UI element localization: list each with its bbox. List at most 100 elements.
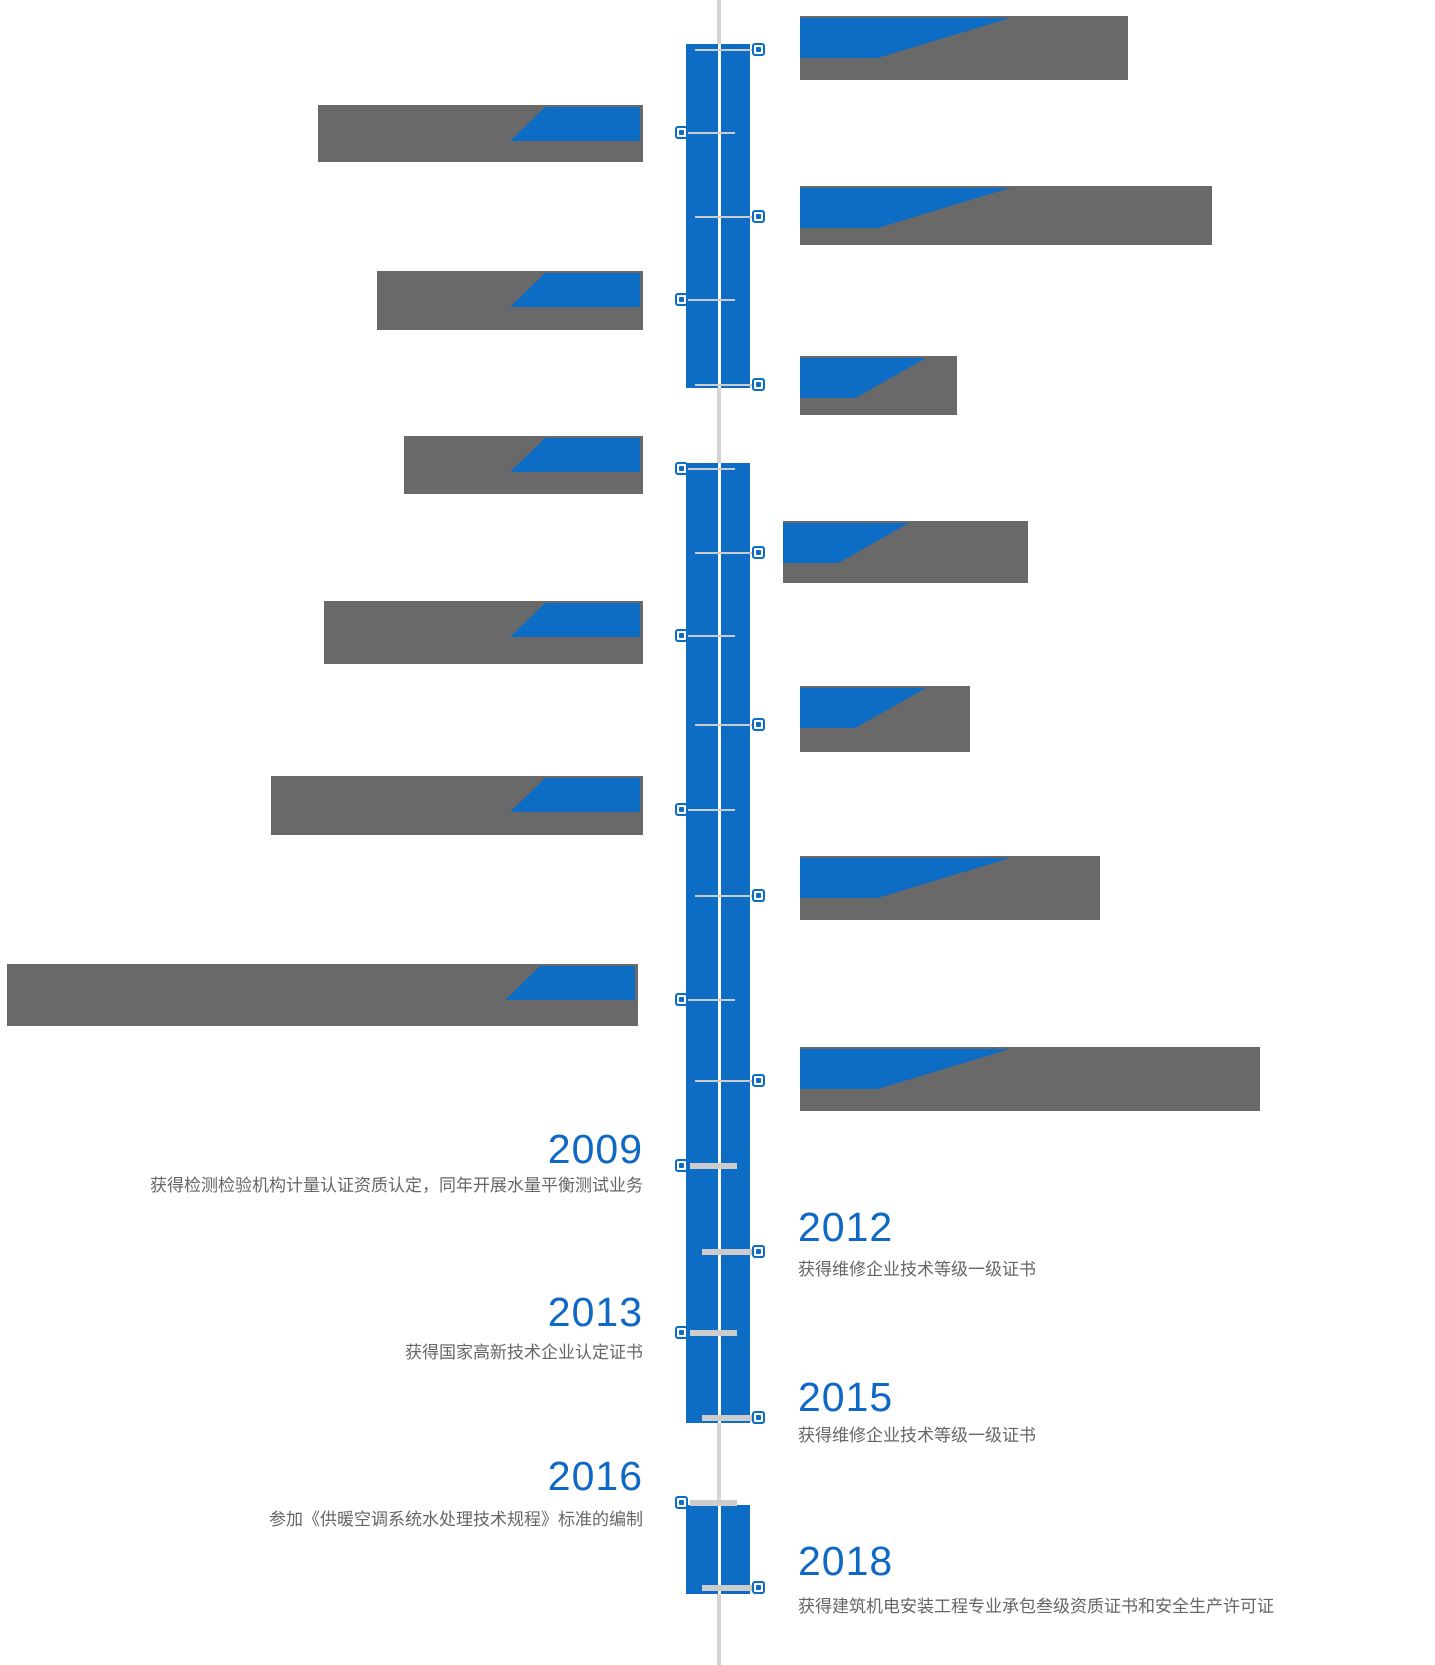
timeline-marker — [752, 1411, 765, 1424]
timeline-marker — [752, 210, 765, 223]
timeline-marker — [675, 462, 688, 475]
marker-tick — [695, 724, 752, 726]
timeline-entry-masked — [318, 105, 643, 162]
timeline-marker — [675, 126, 688, 139]
marker-dot-icon — [756, 722, 761, 727]
year-label-2009: 2009 — [547, 1126, 643, 1172]
marker-tick — [695, 895, 752, 897]
timeline-entry-masked — [404, 436, 643, 494]
timeline-marker — [752, 718, 765, 731]
marker-dot-icon — [756, 1415, 761, 1420]
marker-dot-icon — [756, 1078, 761, 1083]
timeline-bar-segment-2 — [686, 463, 750, 1423]
entry-description-2013: 获得国家高新技术企业认定证书 — [405, 1343, 643, 1362]
marker-dot-icon — [679, 130, 684, 135]
marker-dot-icon — [756, 893, 761, 898]
timeline-marker — [752, 1074, 765, 1087]
marker-dot-icon — [756, 47, 761, 52]
marker-dot-icon — [756, 214, 761, 219]
marker-tick — [688, 809, 735, 811]
timeline-entry-masked — [800, 686, 970, 752]
entry-description-2016: 参加《供暖空调系统水处理技术规程》标准的编制 — [269, 1510, 643, 1529]
timeline-entry-masked — [800, 186, 1212, 245]
masked-year-block — [800, 358, 926, 398]
marker-dot-icon — [679, 1500, 684, 1505]
timeline-entry-masked — [800, 856, 1100, 920]
bar-center-line — [718, 463, 721, 1423]
marker-tick — [688, 635, 735, 637]
timeline-marker — [752, 378, 765, 391]
marker-dot-icon — [679, 466, 684, 471]
entry-description-2012: 获得维修企业技术等级一级证书 — [798, 1260, 1036, 1279]
marker-tick — [695, 49, 752, 51]
marker-tick — [688, 132, 735, 134]
marker-tick — [695, 552, 752, 554]
masked-year-block — [800, 688, 926, 728]
marker-dot-icon — [679, 1330, 684, 1335]
marker-tick — [688, 999, 735, 1001]
timeline-marker — [675, 1496, 688, 1509]
year-label-2013: 2013 — [547, 1289, 643, 1335]
marker-tick — [690, 1330, 737, 1336]
masked-year-block — [510, 273, 640, 307]
marker-dot-icon — [679, 633, 684, 638]
masked-year-block — [800, 858, 1010, 898]
masked-year-block — [510, 778, 640, 812]
entry-description-2015: 获得维修企业技术等级一级证书 — [798, 1426, 1036, 1445]
timeline-marker — [675, 993, 688, 1006]
year-label-2015: 2015 — [798, 1374, 894, 1420]
timeline-marker — [675, 803, 688, 816]
timeline-entry-masked — [800, 356, 957, 415]
masked-year-block — [800, 1049, 1010, 1089]
masked-year-block — [510, 438, 640, 472]
marker-dot-icon — [679, 807, 684, 812]
timeline-marker — [752, 1245, 765, 1258]
entry-description-2018: 获得建筑机电安装工程专业承包叁级资质证书和安全生产许可证 — [798, 1597, 1274, 1616]
marker-dot-icon — [679, 297, 684, 302]
marker-tick — [695, 216, 752, 218]
timeline-marker — [675, 293, 688, 306]
timeline-entry-masked — [800, 1047, 1260, 1111]
bar-center-line — [718, 1505, 721, 1594]
year-label-2012: 2012 — [798, 1204, 894, 1250]
marker-tick — [688, 468, 735, 470]
marker-tick — [695, 384, 752, 386]
masked-year-block — [510, 603, 640, 637]
timeline-entry-masked — [800, 16, 1128, 80]
marker-dot-icon — [679, 1163, 684, 1168]
masked-year-block — [800, 18, 1010, 58]
masked-year-block — [800, 188, 1010, 228]
year-label-2018: 2018 — [798, 1538, 894, 1584]
marker-tick — [702, 1585, 752, 1591]
timeline-entry-masked — [377, 271, 643, 330]
timeline-entry-masked — [783, 521, 1028, 583]
timeline-marker — [752, 43, 765, 56]
timeline-entry-masked — [271, 776, 643, 835]
entry-description-2009: 获得检测检验机构计量认证资质认定，同年开展水量平衡测试业务 — [150, 1176, 643, 1195]
timeline-entry-masked — [7, 964, 638, 1026]
timeline-marker — [675, 629, 688, 642]
timeline-marker — [675, 1326, 688, 1339]
marker-tick — [695, 1080, 752, 1082]
masked-year-block — [505, 966, 635, 1000]
year-label-2016: 2016 — [547, 1453, 643, 1499]
masked-year-block — [510, 107, 640, 141]
marker-dot-icon — [756, 1585, 761, 1590]
masked-year-block — [783, 523, 909, 563]
marker-tick — [688, 299, 735, 301]
timeline-marker — [752, 546, 765, 559]
timeline-marker — [752, 1581, 765, 1594]
timeline-marker — [752, 889, 765, 902]
marker-dot-icon — [756, 1249, 761, 1254]
marker-dot-icon — [679, 997, 684, 1002]
marker-dot-icon — [756, 550, 761, 555]
marker-tick — [690, 1500, 737, 1506]
marker-tick — [702, 1415, 752, 1421]
marker-dot-icon — [756, 382, 761, 387]
marker-tick — [702, 1249, 752, 1255]
marker-tick — [690, 1163, 737, 1169]
timeline-bar-segment-3 — [686, 1505, 750, 1594]
timeline-marker — [675, 1159, 688, 1172]
timeline-entry-masked — [324, 601, 643, 664]
